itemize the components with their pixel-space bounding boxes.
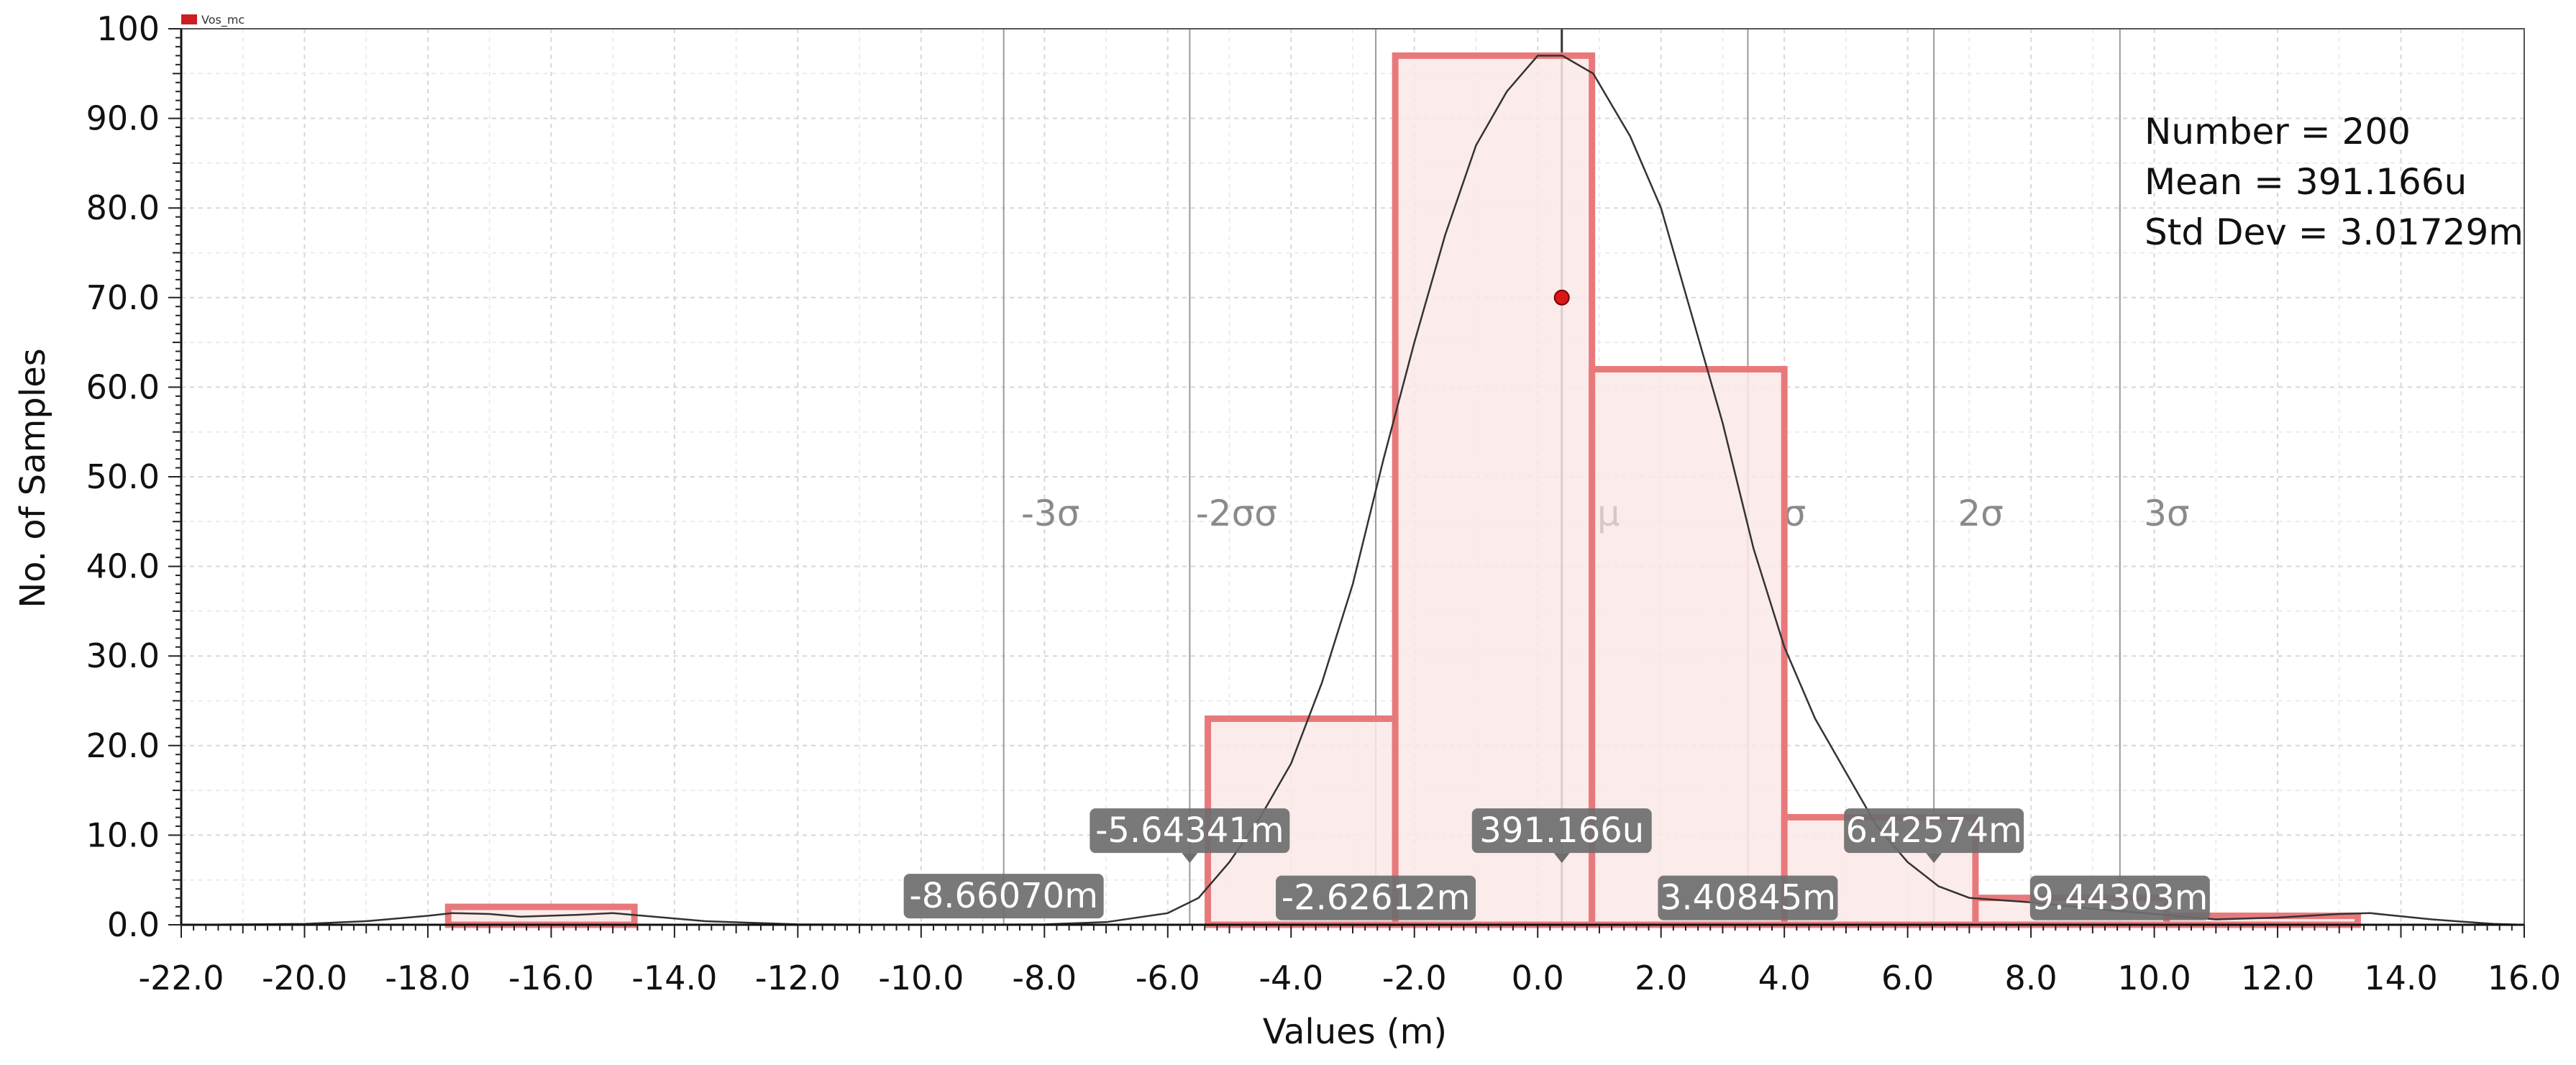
sigma-label: 2σ <box>1958 493 2004 534</box>
marker-pointer <box>1182 853 1198 864</box>
sigma-label: -3σ <box>1021 493 1080 534</box>
histogram-bars <box>444 52 2362 928</box>
legend-swatch <box>181 14 197 24</box>
stats-number: Number = 200 <box>2145 111 2411 152</box>
y-axis-title: No. of Samples <box>13 348 53 608</box>
value-markers: -5.64341m 391.166u 6.42574m -8.66070m -2.626… <box>903 808 2210 920</box>
marker-label: -5.64341m <box>1095 810 1284 851</box>
marker-label: 3.40845m <box>1660 878 1836 918</box>
marker-box <box>1276 875 1476 920</box>
marker-pointer <box>1553 853 1570 864</box>
x-tick-label: -8.0 <box>1012 959 1077 997</box>
stats-mean: Mean = 391.166u <box>2145 161 2467 203</box>
x-tick-label: -14.0 <box>631 959 717 997</box>
x-tick-label: -18.0 <box>385 959 470 997</box>
x-tick-label: 6.0 <box>1881 959 1934 997</box>
x-tick-label: 14.0 <box>2364 959 2437 997</box>
marker-box <box>1844 808 2024 854</box>
marker-label: -8.66070m <box>909 876 1098 916</box>
y-tick-label: 30.0 <box>86 636 160 675</box>
x-tick-label: 12.0 <box>2241 959 2314 997</box>
legend[interactable]: Vos_mc <box>181 13 245 27</box>
y-tick-label: 50.0 <box>86 457 160 496</box>
marker-label: 9.44303m <box>2032 878 2208 918</box>
x-tick-label: -6.0 <box>1136 959 1200 997</box>
x-tick-label: 16.0 <box>2488 959 2561 997</box>
marker-label: 391.166u <box>1479 810 1644 851</box>
y-tick-label: 10.0 <box>86 815 160 854</box>
marker-box <box>1471 808 1652 854</box>
marker-label: -2.62612m <box>1282 878 1471 918</box>
x-tick-label: -22.0 <box>138 959 224 997</box>
x-tick-label: -2.0 <box>1382 959 1447 997</box>
marker-box <box>2029 875 2210 920</box>
sigma-label: 3σ <box>2144 493 2190 534</box>
x-tick-label: 2.0 <box>1635 959 1687 997</box>
marker-label: 6.42574m <box>1846 810 2022 851</box>
x-tick-label: 10.0 <box>2117 959 2191 997</box>
y-tick-label: 100 <box>96 9 160 48</box>
y-tick-label: 70.0 <box>86 278 160 317</box>
x-tick-label: 0.0 <box>1512 959 1564 997</box>
y-tick-label: 90.0 <box>86 99 160 138</box>
y-tick-label: 40.0 <box>86 547 160 586</box>
sigma-label: -2σσ <box>1196 493 1277 534</box>
x-tick-label: -16.0 <box>508 959 594 997</box>
x-tick-label: -12.0 <box>755 959 841 997</box>
mean-point <box>1553 289 1570 306</box>
x-tick-label: -20.0 <box>262 959 347 997</box>
histogram-bar <box>1392 52 1596 928</box>
x-tick-label: 8.0 <box>2005 959 2057 997</box>
y-tick-label: 20.0 <box>86 726 160 765</box>
y-tick-label: 80.0 <box>86 188 160 227</box>
x-tick-label: -10.0 <box>878 959 964 997</box>
legend-label: Vos_mc <box>201 13 245 27</box>
marker-box <box>1658 875 1838 920</box>
y-tick-label: 60.0 <box>86 367 160 406</box>
x-tick-label: -4.0 <box>1259 959 1323 997</box>
x-axis-title: Values (m) <box>1263 1012 1447 1052</box>
marker-box <box>1090 808 1290 854</box>
marker-box <box>903 874 1104 919</box>
mean-dot <box>1553 289 1570 306</box>
stats-box: Number = 200 Mean = 391.166u Std Dev = 3… <box>2145 111 2524 253</box>
x-tick-label: 4.0 <box>1758 959 1811 997</box>
y-tick-label: 0.0 <box>107 905 160 944</box>
stats-std-dev: Std Dev = 3.01729m <box>2145 211 2524 253</box>
marker-pointer <box>1926 853 1942 864</box>
axis-ticks: -22.0 -20.0 -18.0 -16.0 -14.0 -12.0 -10.0 -8.0 -… <box>86 9 2562 997</box>
